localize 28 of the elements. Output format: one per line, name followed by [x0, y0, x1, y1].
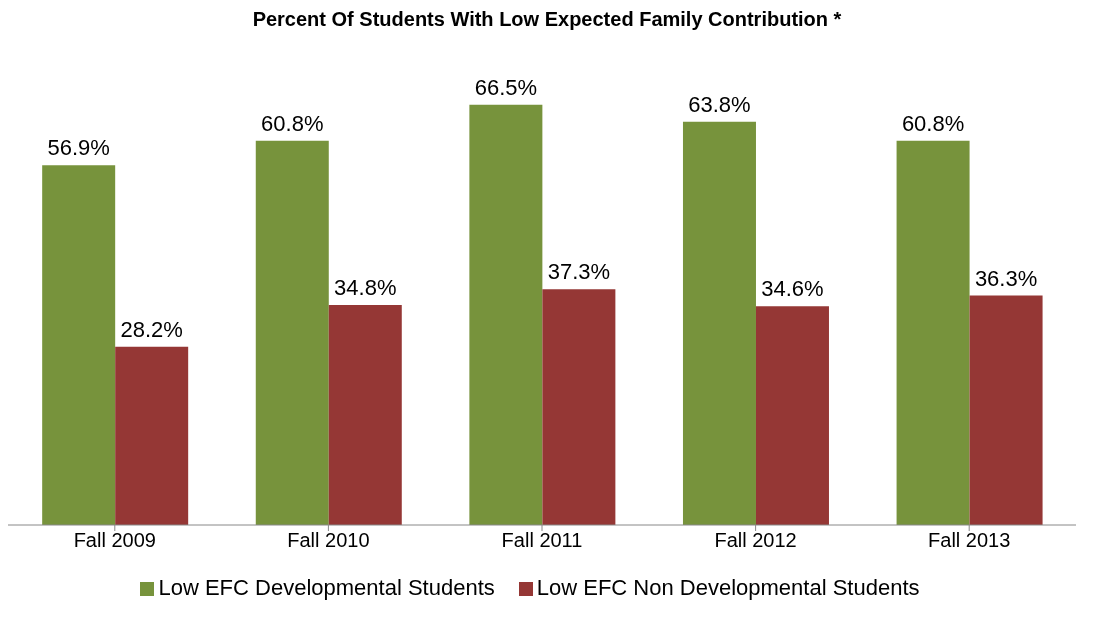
x-tick-label: Fall 2013	[928, 529, 1011, 552]
bar	[755, 306, 829, 525]
bar	[255, 140, 329, 525]
x-tick-label: Fall 2009	[73, 529, 156, 552]
data-label: 60.8%	[261, 110, 324, 136]
data-label: 37.3%	[547, 259, 611, 285]
bar	[682, 121, 756, 525]
data-label: 34.8%	[334, 275, 397, 301]
data-label: 28.2%	[120, 316, 183, 342]
bar	[115, 346, 189, 525]
chart-title: Percent Of Students With Low Expected Family Contribution *	[251, 8, 843, 31]
x-tick-label: Fall 2010	[287, 529, 370, 552]
legend-label: Low EFC Developmental Students	[158, 575, 495, 600]
bar	[42, 165, 116, 525]
x-tick-label: Fall 2011	[501, 529, 583, 552]
data-label: 36.3%	[974, 265, 1038, 291]
bar	[328, 305, 402, 525]
legend-label: Low EFC Non Developmental Students	[536, 575, 920, 600]
bar	[896, 140, 970, 525]
x-tick-label: Fall 2012	[714, 529, 797, 552]
data-label: 60.8%	[901, 110, 965, 136]
data-label: 63.8%	[688, 91, 751, 117]
data-label: 66.5%	[474, 74, 538, 100]
bar	[469, 104, 543, 525]
bar	[542, 289, 616, 525]
data-label: 34.6%	[761, 276, 824, 302]
data-label: 56.9%	[47, 135, 110, 161]
bar	[969, 295, 1043, 525]
